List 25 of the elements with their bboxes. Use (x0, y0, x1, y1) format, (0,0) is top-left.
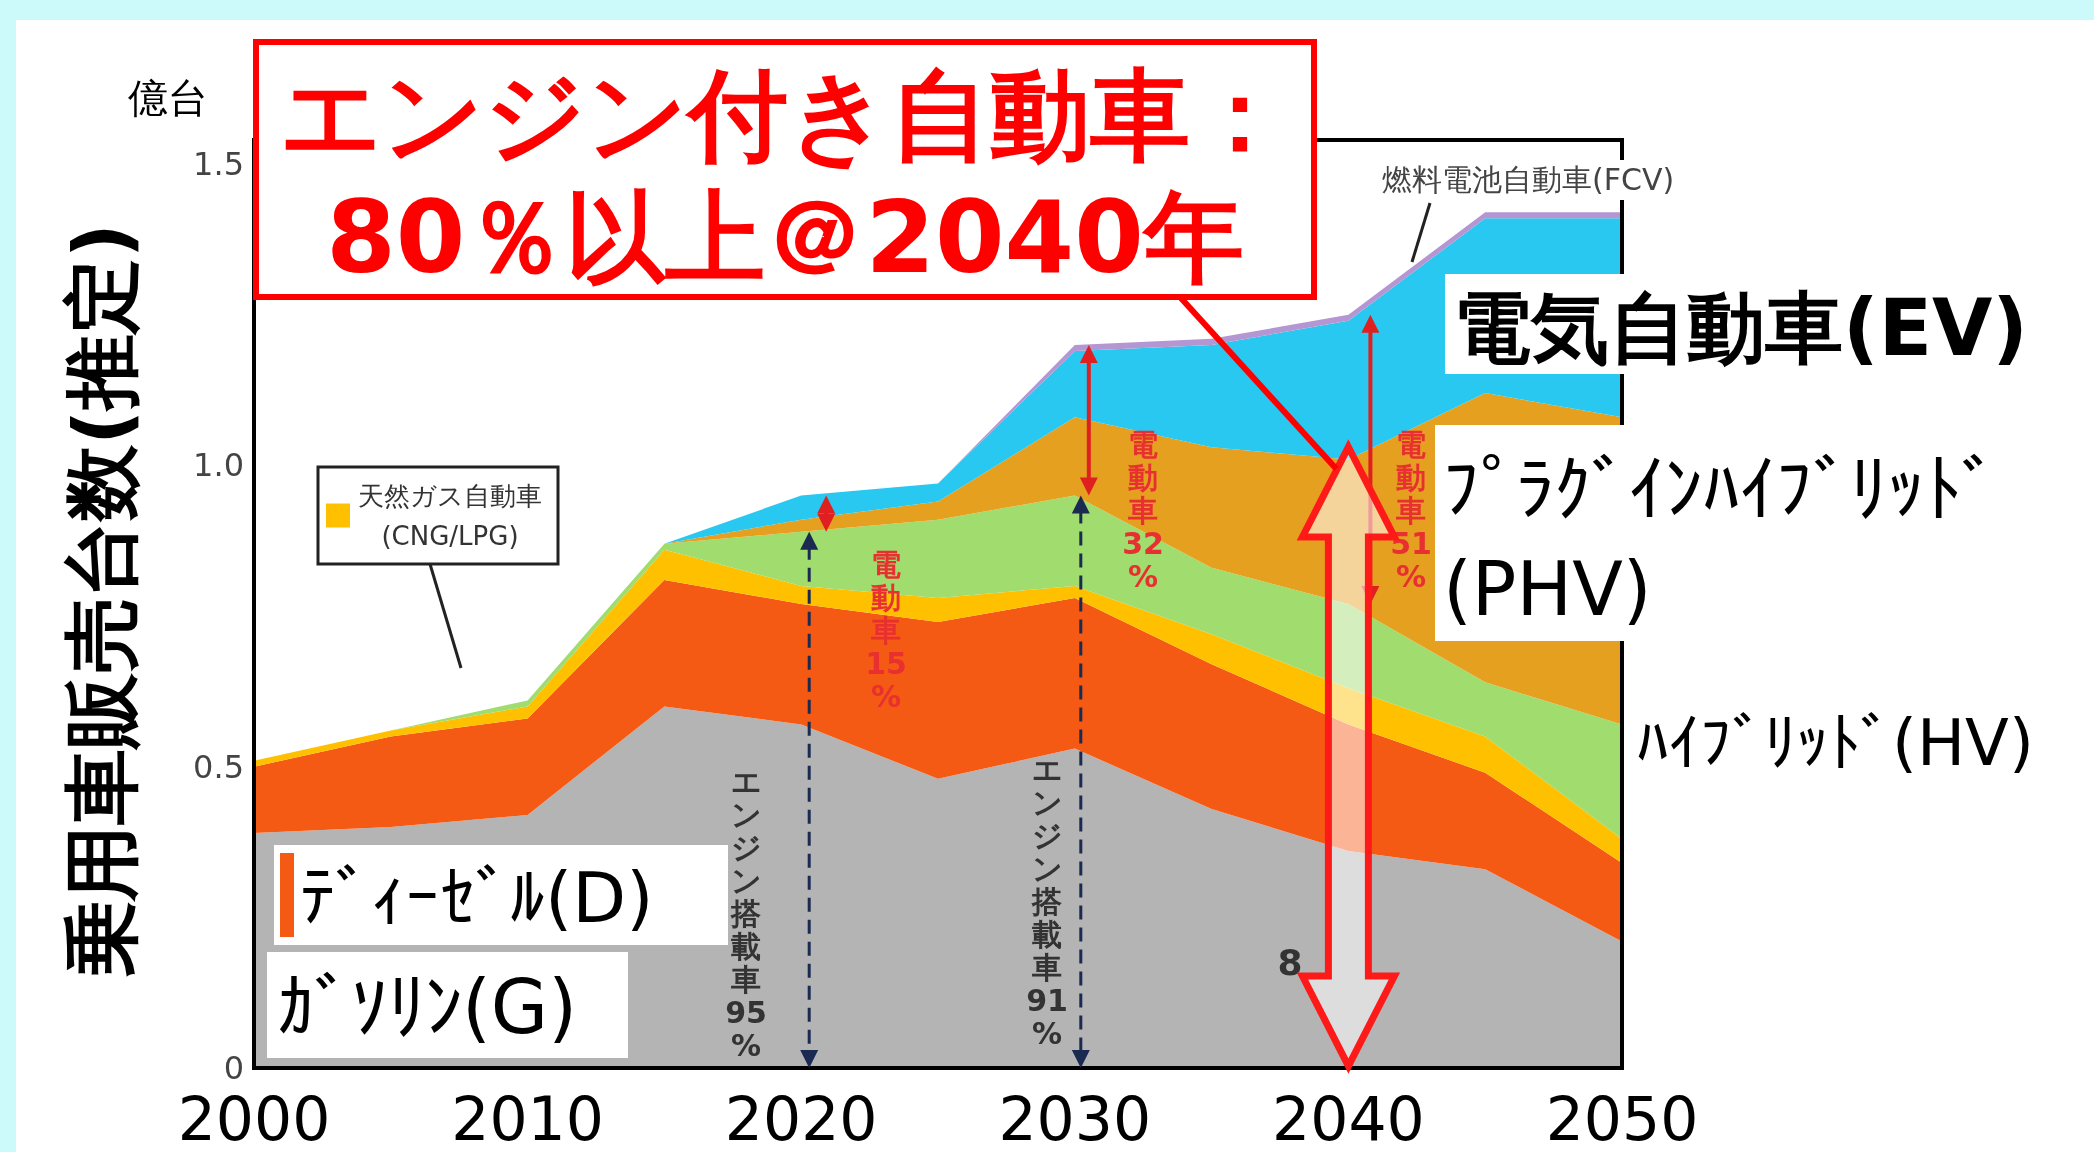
series-label: 燃料電池自動車(FCV) (1382, 162, 1675, 197)
series-label: 電気自動車(EV) (1453, 283, 2028, 373)
series-label: ﾌﾟﾗｸﾞｲﾝﾊｲﾌﾞﾘｯﾄﾞ (PHV) (1443, 446, 1998, 632)
series-label: ﾊｲﾌﾞﾘｯﾄﾞ(HV) (1636, 706, 2034, 780)
y-axis-title: 乗用車販売台数(推定) (57, 223, 146, 977)
y-tick-label: 1.5 (193, 145, 244, 184)
legend-label: ﾃﾞｨｰｾﾞﾙ(D) (300, 857, 654, 939)
x-tick-label: 2010 (451, 1084, 604, 1152)
x-tick-label: 2030 (998, 1084, 1152, 1152)
annotation: 電動車32% (1122, 427, 1164, 594)
x-tick-label: 2000 (177, 1084, 331, 1152)
chart-title: エンジン付き自動車： (280, 57, 1290, 174)
y-tick-label: 0 (223, 1049, 244, 1087)
text: エンジン搭載車91% (1026, 752, 1068, 1051)
y-tick-label: 0.5 (193, 747, 244, 786)
x-tick-label: 2020 (724, 1084, 878, 1152)
x-tick-label: 2050 (1545, 1084, 1699, 1152)
series-label: ｶﾞｿﾘﾝ(G) (277, 964, 578, 1050)
text: 億台 (128, 75, 208, 121)
annotation: 8 (1277, 942, 1303, 983)
legend-label: 天然ガス自動車 (CNG/LPG) (358, 481, 542, 551)
x-tick-label: 2040 (1272, 1084, 1425, 1152)
text: エンジン搭載車95% (725, 764, 767, 1063)
chart-subtitle: 80％以上＠2040年 (326, 179, 1244, 296)
y-tick-label: 1.0 (193, 446, 244, 485)
